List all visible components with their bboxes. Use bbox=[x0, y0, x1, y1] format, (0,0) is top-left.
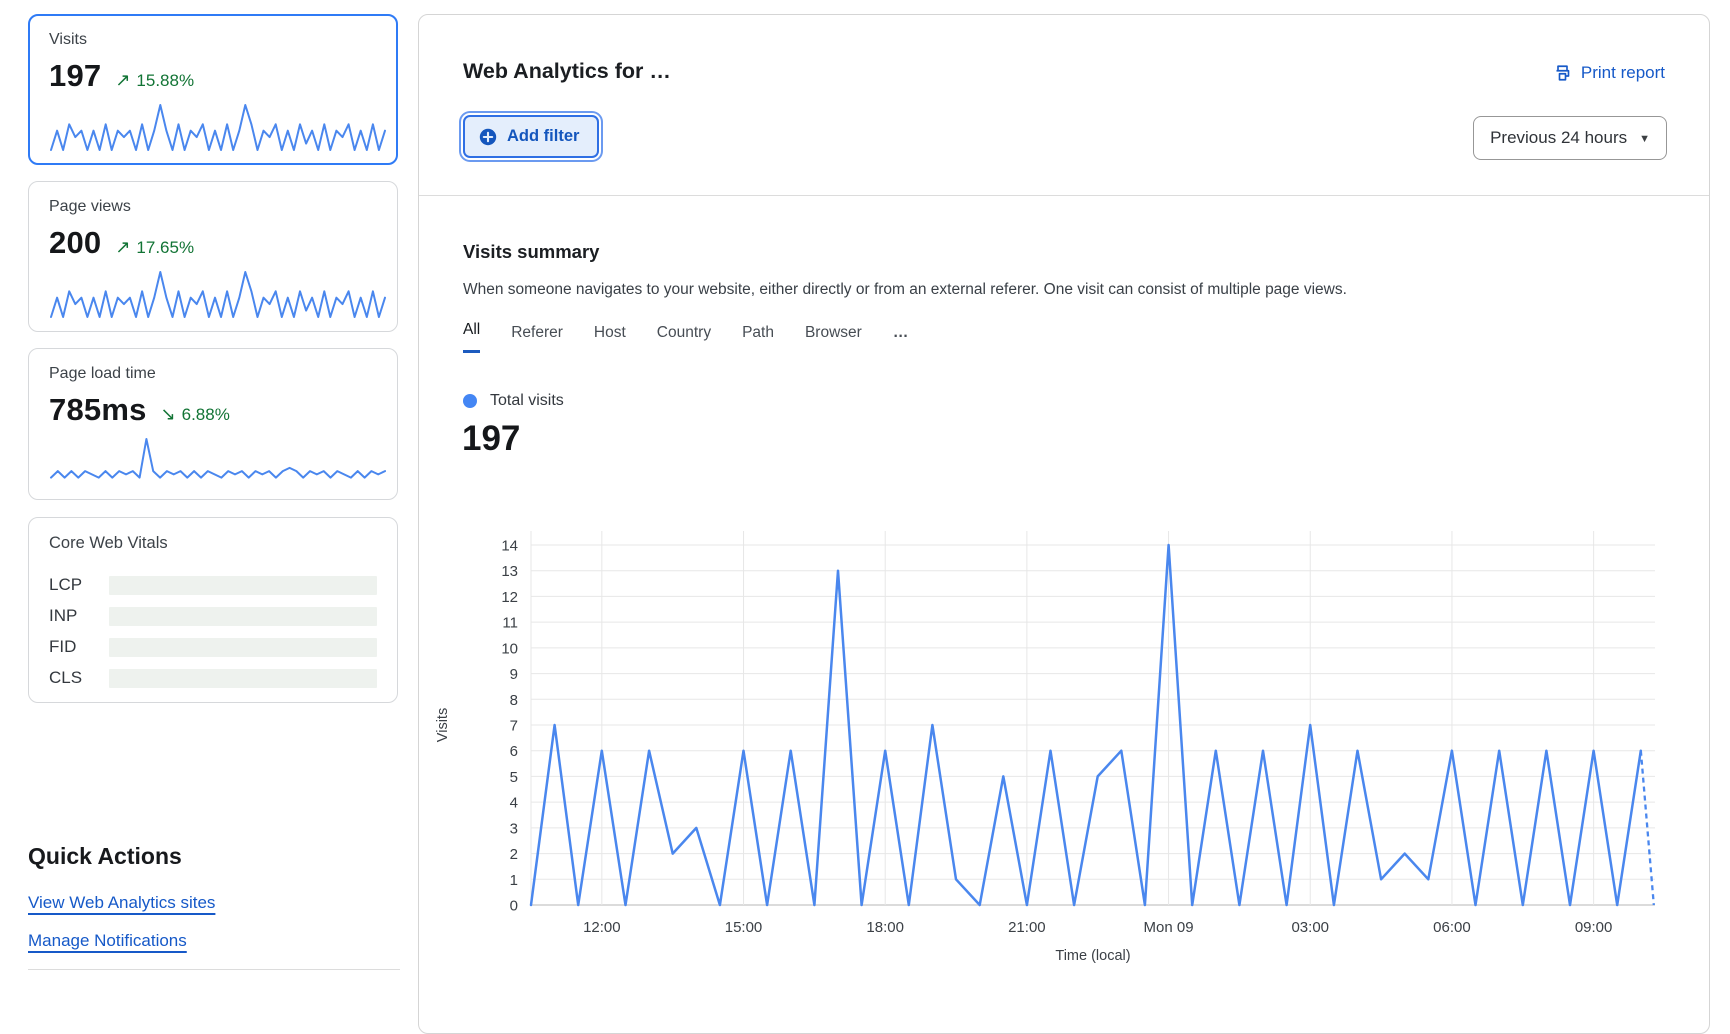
legend-dot-icon bbox=[463, 394, 477, 408]
cwv-bar bbox=[109, 575, 377, 595]
svg-text:09:00: 09:00 bbox=[1575, 919, 1613, 936]
svg-text:Visits: Visits bbox=[435, 708, 451, 742]
page-load-time-sparkline bbox=[49, 434, 386, 486]
visits-summary-description: When someone navigates to your website, … bbox=[463, 281, 1347, 298]
core-web-vitals-title: Core Web Vitals bbox=[49, 534, 168, 552]
svg-text:11: 11 bbox=[502, 615, 518, 632]
chart-legend: Total visits bbox=[463, 392, 564, 410]
svg-text:12: 12 bbox=[501, 589, 518, 606]
plus-circle-icon bbox=[479, 128, 497, 146]
cwv-bar bbox=[109, 668, 377, 688]
visits-card[interactable]: Visits 197 ↗ 15.88% bbox=[28, 14, 398, 165]
visits-card-value: 197 bbox=[49, 58, 102, 93]
header-divider bbox=[419, 195, 1709, 196]
page-views-trend: ↗ 17.65% bbox=[115, 237, 194, 258]
visits-sparkline bbox=[49, 100, 386, 152]
svg-text:13: 13 bbox=[501, 563, 518, 580]
quick-actions-title: Quick Actions bbox=[28, 843, 182, 869]
page-load-time-trend-value: 6.88% bbox=[181, 405, 230, 424]
tab-more[interactable]: … bbox=[892, 324, 910, 341]
svg-text:8: 8 bbox=[510, 692, 518, 709]
cwv-bar bbox=[109, 637, 377, 657]
page-views-card[interactable]: Page views 200 ↗ 17.65% bbox=[28, 181, 398, 332]
print-report-label: Print report bbox=[1580, 63, 1665, 82]
svg-text:9: 9 bbox=[510, 666, 518, 683]
tab-browser[interactable]: Browser bbox=[804, 324, 862, 341]
cwv-label: INP bbox=[49, 606, 78, 625]
page-views-trend-value: 17.65% bbox=[136, 238, 195, 257]
core-web-vitals-rows: LCP INP FID CLS bbox=[49, 575, 377, 688]
core-web-vitals-card[interactable]: Core Web Vitals LCP INP FID CLS bbox=[28, 517, 398, 703]
tab-country[interactable]: Country bbox=[656, 324, 712, 341]
tab-referer[interactable]: Referer bbox=[511, 324, 563, 341]
trend-up-icon: ↗ bbox=[115, 237, 131, 257]
time-range-dropdown[interactable]: Previous 24 hours ▼ bbox=[1473, 116, 1667, 160]
sidebar-divider bbox=[28, 969, 400, 970]
tab-host[interactable]: Host bbox=[593, 324, 626, 341]
visits-trend-value: 15.88% bbox=[136, 71, 195, 90]
svg-text:15:00: 15:00 bbox=[725, 919, 763, 936]
chevron-down-icon: ▼ bbox=[1639, 133, 1650, 145]
svg-text:7: 7 bbox=[510, 718, 518, 735]
svg-text:1: 1 bbox=[510, 872, 518, 889]
cwv-row-inp: INP bbox=[49, 606, 377, 626]
cwv-row-lcp: LCP bbox=[49, 575, 377, 595]
visits-trend: ↗ 15.88% bbox=[115, 70, 194, 91]
page-load-time-card-value: 785ms bbox=[49, 392, 147, 427]
add-filter-label: Add filter bbox=[507, 127, 580, 145]
time-range-label: Previous 24 hours bbox=[1490, 128, 1628, 147]
visits-summary-title: Visits summary bbox=[463, 241, 600, 262]
page-load-time-card-title: Page load time bbox=[49, 365, 156, 382]
legend-label: Total visits bbox=[490, 392, 564, 409]
tab-path[interactable]: Path bbox=[742, 324, 774, 341]
printer-icon bbox=[1553, 64, 1572, 82]
svg-text:14: 14 bbox=[501, 538, 518, 555]
total-visits-value: 197 bbox=[462, 419, 521, 458]
trend-up-icon: ↗ bbox=[115, 70, 131, 90]
visits-chart: 0 1 2 3 4 5 6 7 8 9 10 11 12 13 14 12:00 15:00 18:00 21:00… bbox=[431, 501, 1671, 971]
trend-down-icon: ↘ bbox=[160, 404, 176, 424]
svg-text:21:00: 21:00 bbox=[1008, 919, 1046, 936]
page-load-time-trend: ↘ 6.88% bbox=[161, 404, 230, 425]
svg-text:06:00: 06:00 bbox=[1433, 919, 1471, 936]
view-web-analytics-sites-link[interactable]: View Web Analytics sites bbox=[28, 893, 216, 912]
page-views-card-title: Page views bbox=[49, 198, 131, 215]
svg-text:12:00: 12:00 bbox=[583, 919, 621, 936]
cwv-row-fid: FID bbox=[49, 637, 377, 657]
svg-text:03:00: 03:00 bbox=[1291, 919, 1329, 936]
svg-text:Time (local): Time (local) bbox=[1055, 948, 1130, 964]
cwv-label: LCP bbox=[49, 575, 83, 594]
summary-tabs: All Referer Host Country Path Browser … bbox=[463, 321, 909, 353]
manage-notifications-link[interactable]: Manage Notifications bbox=[28, 931, 187, 950]
svg-text:6: 6 bbox=[510, 743, 518, 760]
svg-text:0: 0 bbox=[510, 898, 518, 915]
page-title: Web Analytics for … bbox=[463, 59, 671, 83]
svg-text:5: 5 bbox=[510, 769, 518, 786]
svg-text:18:00: 18:00 bbox=[866, 919, 904, 936]
page-views-card-value: 200 bbox=[49, 225, 102, 260]
cwv-bar bbox=[109, 606, 377, 626]
tab-all[interactable]: All bbox=[463, 321, 481, 353]
svg-text:3: 3 bbox=[510, 820, 518, 837]
cwv-label: CLS bbox=[49, 668, 83, 687]
visits-card-title: Visits bbox=[49, 31, 87, 48]
svg-text:4: 4 bbox=[510, 795, 518, 812]
add-filter-button[interactable]: Add filter bbox=[463, 115, 600, 158]
print-report-button[interactable]: Print report bbox=[1553, 63, 1665, 83]
main-panel: Web Analytics for … Print report Add fil… bbox=[418, 14, 1710, 1034]
page-load-time-card[interactable]: Page load time 785ms ↘ 6.88% bbox=[28, 348, 398, 500]
page-views-sparkline bbox=[49, 267, 386, 319]
cwv-row-cls: CLS bbox=[49, 668, 377, 688]
svg-text:2: 2 bbox=[510, 846, 518, 863]
svg-text:10: 10 bbox=[501, 640, 518, 657]
cwv-label: FID bbox=[49, 637, 77, 656]
svg-text:Mon 09: Mon 09 bbox=[1144, 919, 1194, 936]
